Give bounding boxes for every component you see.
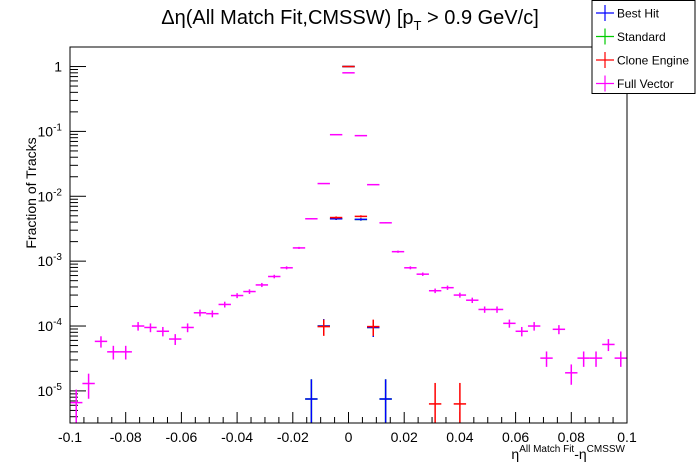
data-point [70, 389, 83, 423]
data-point [466, 297, 479, 304]
axes: -0.1 -0.08 -0.06 -0.04 -0.02 0 0.02 0.04 0.06 0.0… [38, 46, 637, 445]
x-tick-label: 0.06 [502, 429, 529, 445]
data-point [317, 182, 330, 185]
data-point [379, 379, 392, 423]
legend-item: Standard [596, 28, 666, 45]
series-full-vector [70, 72, 627, 423]
data-point [367, 319, 380, 336]
data-point [131, 322, 145, 331]
plot-frame [69, 46, 628, 424]
data-point [379, 222, 392, 224]
data-point [428, 382, 442, 423]
x-axis-label: ηAll Match Fit-ηCMSSW [511, 444, 625, 462]
data-point [305, 379, 318, 423]
x-tick-label: -0.06 [165, 429, 197, 445]
data-point [329, 216, 343, 219]
data-point [119, 345, 132, 360]
data-point [268, 274, 281, 279]
y-tick-label: 10-4 [38, 317, 63, 334]
x-tick-label: -0.02 [277, 429, 309, 445]
data-point [478, 306, 491, 313]
data-point [292, 246, 306, 249]
x-tick-label: 0.04 [446, 429, 473, 445]
data-point [354, 215, 368, 218]
data-point [181, 323, 194, 333]
data-point [540, 351, 553, 367]
data-point [428, 288, 442, 294]
data-point [107, 345, 120, 360]
x-tick-label: 0.08 [558, 429, 585, 445]
y-tick-label: 10-5 [38, 382, 63, 399]
x-tick-label: 0 [345, 429, 353, 445]
legend-item: Clone Engine [596, 52, 689, 68]
data-point [305, 218, 318, 220]
legend-item: Best Hit [596, 5, 660, 21]
data-point [589, 351, 603, 367]
data-point [156, 326, 170, 337]
x-tick-label: 0.1 [617, 429, 637, 445]
data-point [565, 364, 578, 385]
data-point [453, 292, 467, 298]
data-point [552, 325, 566, 335]
data-point [354, 218, 368, 221]
y-tick-label: 10-3 [38, 252, 63, 269]
y-tick-label: 10-1 [38, 122, 63, 139]
data-point [503, 319, 516, 328]
series-standard [305, 65, 392, 423]
data-point [218, 301, 231, 308]
y-tick-label: 10-2 [38, 187, 63, 204]
data-point [453, 382, 467, 423]
data-point [527, 322, 541, 331]
data-marks [70, 65, 627, 423]
series-best-hit [305, 65, 392, 423]
legend-label: Best Hit [617, 7, 660, 21]
data-point [577, 351, 590, 367]
legend-label: Clone Engine [617, 54, 689, 68]
x-tick-label: -0.08 [110, 429, 142, 445]
data-point [404, 266, 417, 270]
y-tick-label: 1 [54, 59, 62, 75]
data-point [441, 285, 454, 290]
data-point [82, 373, 95, 399]
data-point [280, 266, 293, 270]
legend: Best Hit Standard Clone Engine Full Vector [591, 0, 696, 94]
y-axis-label: Fraction of Tracks [23, 137, 39, 248]
data-point [169, 334, 182, 345]
data-point [317, 319, 330, 336]
data-point [416, 272, 429, 276]
data-point [193, 309, 207, 317]
data-point [206, 310, 219, 318]
data-point [602, 339, 615, 352]
data-point [490, 306, 504, 313]
x-tick-label: 0.02 [391, 429, 418, 445]
legend-box [591, 0, 696, 94]
x-tick-label: -0.04 [221, 429, 253, 445]
data-point [255, 282, 269, 288]
x-tick-label: -0.1 [58, 429, 82, 445]
data-point [243, 289, 256, 294]
series-clone-engine [317, 65, 467, 423]
data-point [230, 293, 244, 299]
legend-label: Full Vector [617, 77, 674, 91]
data-point [367, 183, 380, 186]
data-point [391, 250, 405, 253]
data-point [515, 326, 528, 337]
legend-label: Standard [617, 30, 666, 44]
legend-item: Full Vector [596, 75, 674, 92]
data-point [94, 336, 108, 348]
chart-title: Δη(All Match Fit,CMSSW) [pT > 0.9 GeV/c] [161, 7, 539, 33]
data-point [144, 323, 157, 333]
data-point [614, 351, 627, 367]
